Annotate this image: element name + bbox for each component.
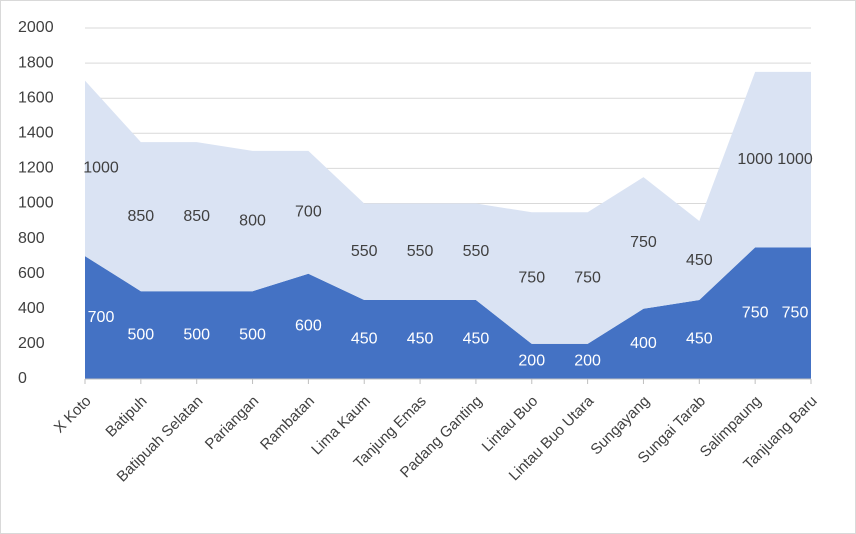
y-tick-label: 1800	[18, 54, 54, 71]
data-label: 750	[630, 234, 657, 251]
data-label: 400	[630, 335, 657, 352]
area	[85, 71, 811, 344]
data-label: 550	[351, 243, 378, 260]
data-label: 500	[127, 326, 154, 343]
data-label: 450	[351, 331, 378, 348]
data-label: 450	[686, 252, 713, 269]
y-tick-label: 2000	[18, 19, 54, 36]
y-tick-label: 1600	[18, 89, 54, 106]
data-label: 750	[782, 304, 809, 321]
data-label: 850	[127, 208, 154, 225]
data-label: 1000	[737, 151, 773, 168]
data-label: 700	[88, 309, 115, 326]
data-label: 450	[407, 331, 434, 348]
y-tick-label: 800	[18, 230, 45, 247]
data-label: 750	[518, 269, 545, 286]
y-tick-label: 1000	[18, 195, 54, 212]
data-label: 500	[183, 326, 210, 343]
data-label: 500	[239, 326, 266, 343]
y-tick-label: 1200	[18, 160, 54, 177]
area	[85, 247, 811, 379]
data-label: 200	[574, 353, 601, 370]
y-tick-label: 1400	[18, 125, 54, 142]
data-label: 550	[463, 243, 490, 260]
data-label: 550	[407, 243, 434, 260]
y-tick-label: 200	[18, 335, 45, 352]
data-label: 1000	[777, 151, 813, 168]
data-label: 450	[463, 331, 490, 348]
y-tick-label: 600	[18, 265, 45, 282]
data-label: 800	[239, 212, 266, 229]
data-label: 750	[574, 269, 601, 286]
data-label: 600	[295, 318, 322, 335]
y-tick-label: 400	[18, 300, 45, 317]
data-label: 200	[518, 353, 545, 370]
data-label: 750	[742, 304, 769, 321]
data-label: 1000	[83, 160, 119, 177]
y-tick-label: 0	[18, 370, 27, 387]
data-label: 850	[183, 208, 210, 225]
data-label: 700	[295, 203, 322, 220]
data-label: 450	[686, 331, 713, 348]
